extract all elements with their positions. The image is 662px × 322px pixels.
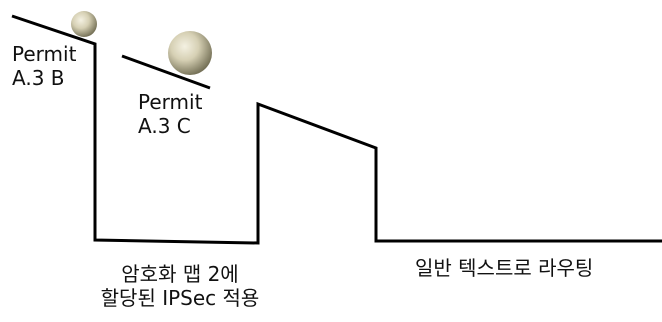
permit-b-label: Permit A.3 B	[12, 42, 76, 90]
permit-c-line1: Permit	[138, 90, 203, 114]
plain-routing-text: 일반 텍스트로 라우팅	[415, 256, 594, 280]
crypto-map-line2: 할당된 IPSec 적용	[100, 286, 260, 310]
flow-path	[11, 14, 662, 245]
permit-c-line2: A.3 C	[138, 114, 191, 138]
crypto-map-line1: 암호화 맵 2에	[121, 262, 239, 286]
packet-ball-small	[71, 11, 97, 37]
permit-b-line2: A.3 B	[12, 66, 65, 90]
permit-b-line1: Permit	[12, 42, 77, 66]
plain-routing-label: 일반 텍스트로 라우팅	[415, 256, 593, 280]
permit-c-slope	[121, 54, 211, 90]
packet-ball-large	[168, 31, 212, 75]
crypto-map-label: 암호화 맵 2에 할당된 IPSec 적용	[80, 262, 280, 310]
permit-c-label: Permit A.3 C	[138, 90, 202, 138]
